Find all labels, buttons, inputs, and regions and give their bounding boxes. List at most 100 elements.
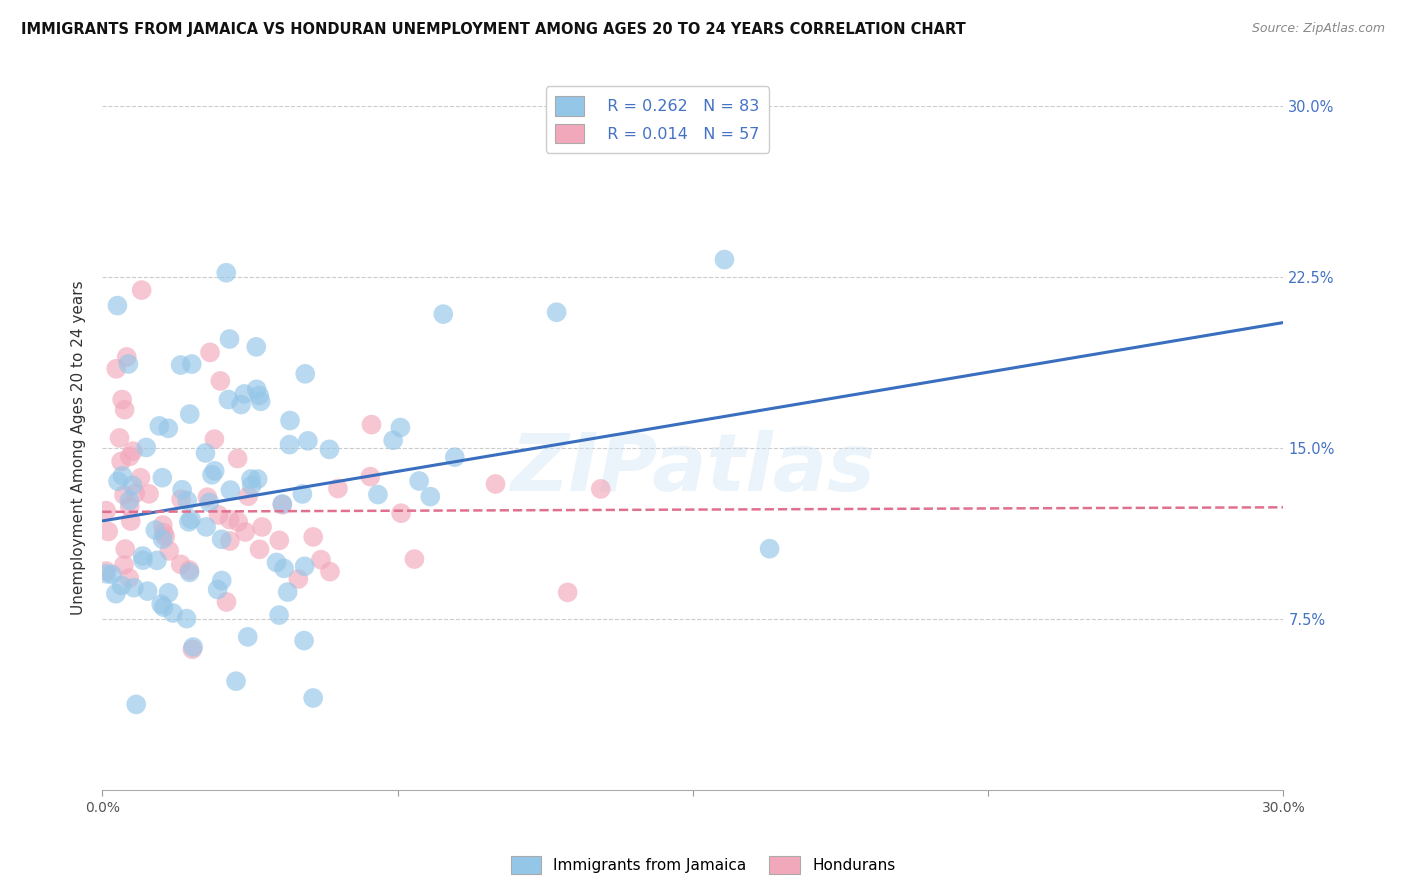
Point	[209, 374, 232, 388]
Point	[226, 451, 249, 466]
Legend: Immigrants from Jamaica, Hondurans: Immigrants from Jamaica, Hondurans	[505, 850, 901, 880]
Text: ZIPatlas: ZIPatlas	[510, 430, 876, 508]
Point	[152, 525, 174, 540]
Point	[179, 407, 201, 421]
Point	[389, 506, 412, 520]
Point	[120, 514, 142, 528]
Point	[110, 454, 132, 468]
Point	[111, 392, 134, 407]
Point	[138, 487, 160, 501]
Point	[269, 533, 291, 548]
Point	[302, 530, 325, 544]
Point	[107, 299, 129, 313]
Point	[249, 394, 271, 409]
Point	[292, 633, 315, 648]
Point	[180, 357, 202, 371]
Point	[233, 524, 256, 539]
Point	[382, 434, 405, 448]
Point	[198, 345, 221, 359]
Point	[114, 541, 136, 556]
Point	[150, 597, 173, 611]
Point	[111, 468, 134, 483]
Point	[170, 492, 193, 507]
Point	[294, 559, 316, 574]
Point	[291, 487, 314, 501]
Point	[432, 307, 454, 321]
Point	[247, 388, 270, 402]
Point	[201, 467, 224, 482]
Point	[360, 417, 382, 432]
Point	[294, 367, 316, 381]
Point	[162, 606, 184, 620]
Point	[278, 413, 301, 427]
Point	[546, 305, 568, 319]
Point	[713, 252, 735, 267]
Point	[157, 544, 180, 558]
Point	[172, 483, 194, 497]
Point	[240, 478, 263, 492]
Point	[112, 488, 135, 502]
Point	[94, 566, 117, 581]
Point	[115, 350, 138, 364]
Point	[114, 402, 136, 417]
Point	[238, 489, 260, 503]
Point	[146, 553, 169, 567]
Point	[218, 513, 240, 527]
Point	[108, 431, 131, 445]
Point	[278, 437, 301, 451]
Point	[181, 642, 204, 657]
Point	[94, 564, 117, 578]
Point	[202, 432, 225, 446]
Point	[218, 332, 240, 346]
Point	[215, 595, 238, 609]
Point	[101, 567, 124, 582]
Point	[143, 523, 166, 537]
Point	[250, 520, 273, 534]
Point	[408, 474, 430, 488]
Point	[179, 566, 201, 580]
Point	[107, 475, 129, 489]
Y-axis label: Unemployment Among Ages 20 to 24 years: Unemployment Among Ages 20 to 24 years	[72, 281, 86, 615]
Point	[132, 549, 155, 563]
Point	[557, 585, 579, 599]
Point	[97, 524, 120, 539]
Point	[132, 553, 155, 567]
Point	[226, 515, 249, 529]
Point	[135, 441, 157, 455]
Point	[245, 340, 267, 354]
Point	[180, 512, 202, 526]
Point	[152, 533, 174, 547]
Point	[117, 357, 139, 371]
Point	[129, 471, 152, 485]
Point	[122, 444, 145, 458]
Point	[249, 542, 271, 557]
Point	[176, 612, 198, 626]
Point	[297, 434, 319, 448]
Point	[215, 266, 238, 280]
Point	[217, 392, 239, 407]
Point	[148, 418, 170, 433]
Text: Source: ZipAtlas.com: Source: ZipAtlas.com	[1251, 22, 1385, 36]
Point	[195, 490, 218, 504]
Point	[233, 387, 256, 401]
Point	[207, 582, 229, 597]
Point	[277, 585, 299, 599]
Point	[271, 498, 294, 512]
Point	[359, 469, 381, 483]
Point	[153, 530, 176, 544]
Point	[326, 482, 349, 496]
Point	[152, 518, 174, 533]
Point	[589, 482, 612, 496]
Point	[246, 382, 269, 396]
Point	[94, 503, 117, 517]
Point	[157, 586, 180, 600]
Point	[152, 600, 174, 615]
Point	[419, 490, 441, 504]
Point	[125, 698, 148, 712]
Point	[267, 608, 290, 623]
Point	[758, 541, 780, 556]
Point	[239, 472, 262, 486]
Point	[179, 563, 201, 577]
Point	[318, 442, 340, 457]
Legend:   R = 0.262   N = 83,   R = 0.014   N = 57: R = 0.262 N = 83, R = 0.014 N = 57	[546, 87, 769, 153]
